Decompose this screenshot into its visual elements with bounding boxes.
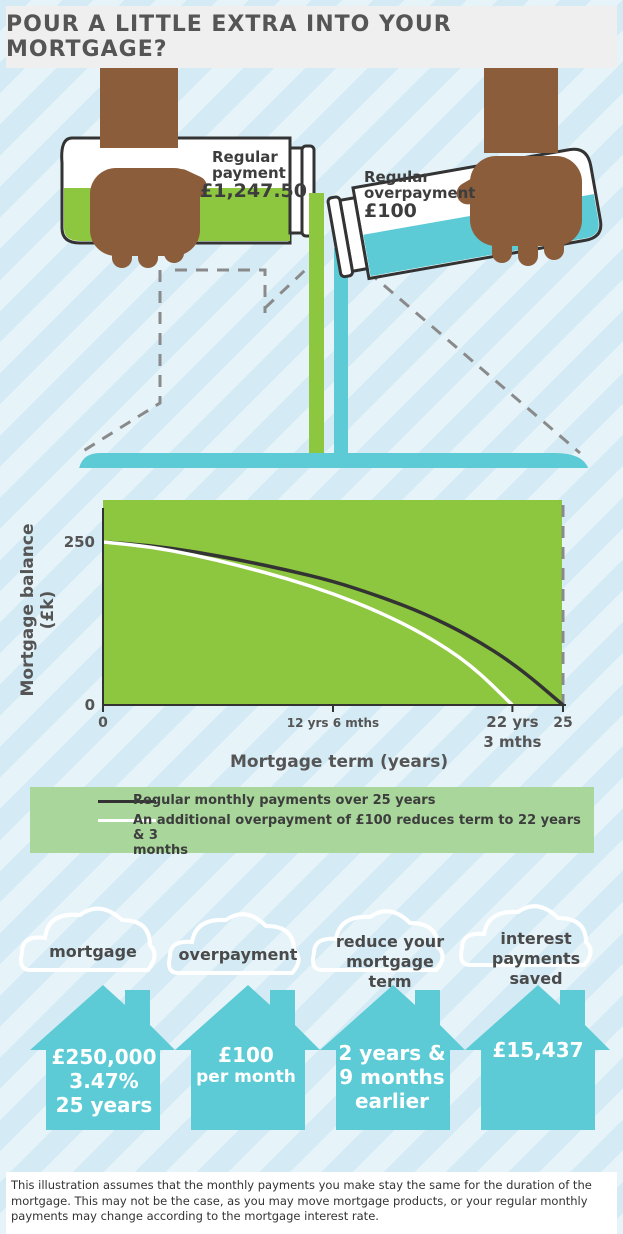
series-line-overpayment: [102, 540, 514, 707]
house-value-line: 9 months: [339, 1065, 445, 1089]
house-icon: [175, 985, 320, 1130]
cloud-label-line: interest: [500, 929, 572, 948]
left-hand-icon: [90, 68, 207, 268]
house-icon: [320, 985, 465, 1130]
cloud-label-line: overpayment: [178, 945, 298, 964]
house-value-line: £250,000: [51, 1045, 157, 1069]
chart-plot-area: [103, 500, 562, 705]
x-tick-label: 25: [553, 715, 572, 731]
overpayment-label-line1: Regular: [364, 168, 430, 186]
legend-line-regular: [98, 800, 156, 803]
legend-item-regular: Regular monthly payments over 25 years: [133, 793, 436, 808]
chart-bowl-rim: [79, 453, 589, 468]
summary-graphics: [19, 904, 610, 1130]
house-value-line: £15,437: [492, 1038, 584, 1062]
cloud-label-line: payments saved: [491, 949, 581, 988]
cloud-icon: [19, 906, 157, 972]
pour-illustration: [60, 68, 603, 468]
house-value-line: 25 years: [55, 1093, 153, 1117]
cloud-label-line: mortgage: [49, 942, 137, 961]
cloud-icon: [459, 904, 593, 967]
cloud-label-interest-saved: interest payments saved: [466, 929, 606, 989]
title-bar: POUR A LITTLE EXTRA INTO YOUR MORTGAGE?: [6, 6, 617, 68]
cloud-icon: [167, 912, 301, 975]
legend-line-overpayment: [98, 819, 156, 822]
regular-payment-bottle: [60, 68, 316, 268]
legend-item-overpayment: An additional overpayment of £100 reduce…: [133, 813, 588, 858]
cloud-label-line: reduce your: [335, 932, 445, 951]
house-value-reduce-term: 2 years & 9 months earlier: [332, 1041, 452, 1113]
overpayment-label: Regular overpayment £100: [364, 168, 476, 222]
x-tick-label: 3 mths: [483, 733, 541, 750]
house-value-interest-saved: £15,437: [478, 1038, 598, 1062]
cloud-label-reduce-term: reduce your mortgage term: [325, 932, 455, 992]
cloud-icon: [311, 909, 445, 972]
series-line-regular: [102, 540, 565, 707]
x-tick-label: 22 yrs: [486, 713, 538, 731]
overpayment-label-line2: overpayment: [364, 183, 476, 202]
footer-disclaimer: This illustration assumes that the month…: [6, 1172, 617, 1234]
legend-item-overpayment-line2: months: [133, 843, 188, 858]
overpayment-amount: £100: [364, 199, 417, 222]
cloud-label-overpayment: overpayment: [178, 945, 298, 965]
chart-legend: Regular monthly payments over 25 years A…: [30, 787, 594, 858]
dashed-lines: [79, 256, 581, 455]
dashed-line-left: [79, 270, 162, 455]
dashed-line-right: [351, 256, 581, 455]
regular-payment-label-line2: payment: [212, 163, 286, 182]
regular-payment-label: Regular payment £1,247.50: [200, 148, 307, 201]
house-value-line: £100: [218, 1043, 274, 1067]
y-axis-label: Mortgage balance (£k): [18, 523, 58, 697]
house-value-line: 3.47%: [69, 1069, 139, 1093]
dashed-line-left-inner: [175, 268, 267, 313]
green-stream: [309, 193, 324, 458]
cloud-label-mortgage: mortgage: [38, 942, 148, 962]
house-icon: [465, 985, 610, 1130]
cloud-label-line: mortgage term: [346, 952, 434, 991]
house-icon: [30, 985, 175, 1130]
legend-item-overpayment-line1: An additional overpayment of £100 reduce…: [133, 813, 581, 843]
page-title: POUR A LITTLE EXTRA INTO YOUR MORTGAGE?: [6, 12, 452, 62]
x-axis-label: Mortgage term (years): [230, 752, 449, 772]
house-value-overpayment: £100 per month: [186, 1043, 306, 1087]
house-value-line: per month: [196, 1067, 296, 1087]
x-tick-label: 0: [98, 715, 108, 731]
house-value-line: earlier: [354, 1089, 430, 1113]
house-value-line: 2 years &: [338, 1041, 446, 1065]
x-tick-label: 12 yrs 6 mths: [287, 716, 379, 730]
y-tick-label: 0: [85, 696, 95, 714]
teal-stream: [334, 248, 348, 458]
regular-payment-amount: £1,247.50: [200, 179, 307, 202]
right-hand-icon: [456, 68, 582, 266]
y-tick-label: 250: [64, 533, 95, 551]
house-value-mortgage: £250,000 3.47% 25 years: [46, 1045, 162, 1117]
regular-payment-label-line1: Regular: [212, 148, 278, 166]
